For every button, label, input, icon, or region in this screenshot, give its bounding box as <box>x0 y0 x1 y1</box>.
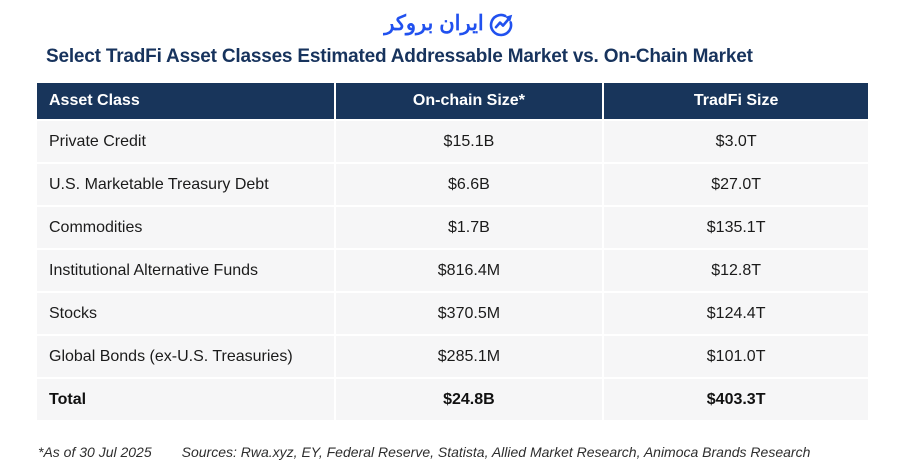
column-header-tradfi-size: TradFi Size <box>604 83 868 119</box>
tradfi-size-cell: $101.0T <box>604 336 868 377</box>
asset-class-table: Asset Class On-chain Size* TradFi Size P… <box>37 83 868 420</box>
asset-class-cell: Institutional Alternative Funds <box>37 250 334 291</box>
tradfi-size-cell: $135.1T <box>604 207 868 248</box>
logo-bar: ایران بروکر <box>0 0 900 38</box>
table-row: Institutional Alternative Funds $816.4M $1… <box>37 250 868 291</box>
tradfi-size-cell: $27.0T <box>604 164 868 205</box>
asset-class-cell: Private Credit <box>37 121 334 162</box>
page-title: Select TradFi Asset Classes Estimated Ad… <box>46 46 753 67</box>
table-row: Commodities $1.7B $135.1T <box>37 207 868 248</box>
asset-class-cell: Global Bonds (ex-U.S. Treasuries) <box>37 336 334 377</box>
tradfi-size-cell: $403.3T <box>604 379 868 420</box>
sources-note: Sources: Rwa.xyz, EY, Federal Reserve, S… <box>181 444 811 460</box>
brand-logo: ایران بروکر <box>384 10 516 38</box>
tradfi-size-cell: $124.4T <box>604 293 868 334</box>
asset-class-cell: Stocks <box>37 293 334 334</box>
as-of-note: *As of 30 Jul 2025 <box>38 444 152 460</box>
brand-wordmark: ایران بروکر <box>384 12 484 35</box>
column-header-asset-class: Asset Class <box>37 83 334 119</box>
onchain-size-cell: $370.5M <box>335 293 603 334</box>
tradfi-size-cell: $3.0T <box>604 121 868 162</box>
onchain-size-cell: $816.4M <box>335 250 603 291</box>
chart-arrow-circle-icon <box>489 13 513 36</box>
asset-class-cell: Commodities <box>37 207 334 248</box>
table-row: Global Bonds (ex-U.S. Treasuries) $285.1M… <box>37 336 868 377</box>
asset-class-cell: U.S. Marketable Treasury Debt <box>37 164 334 205</box>
onchain-size-cell: $15.1B <box>335 121 603 162</box>
table-total-row: Total $24.8B $403.3T <box>37 379 868 420</box>
asset-class-cell: Total <box>37 379 334 420</box>
table-row: U.S. Marketable Treasury Debt $6.6B $27.0T <box>37 164 868 205</box>
tradfi-size-cell: $12.8T <box>604 250 868 291</box>
onchain-size-cell: $285.1M <box>335 336 603 377</box>
table-row: Private Credit $15.1B $3.0T <box>37 121 868 162</box>
onchain-size-cell: $6.6B <box>335 164 603 205</box>
onchain-size-cell: $1.7B <box>335 207 603 248</box>
column-header-onchain-size: On-chain Size* <box>335 83 603 119</box>
footnote: *As of 30 Jul 2025 Sources: Rwa.xyz, EY,… <box>38 444 810 460</box>
onchain-size-cell: $24.8B <box>335 379 603 420</box>
table-header-row: Asset Class On-chain Size* TradFi Size <box>37 83 868 119</box>
table-row: Stocks $370.5M $124.4T <box>37 293 868 334</box>
table-body: Private Credit $15.1B $3.0T U.S. Marketable… <box>37 121 868 420</box>
